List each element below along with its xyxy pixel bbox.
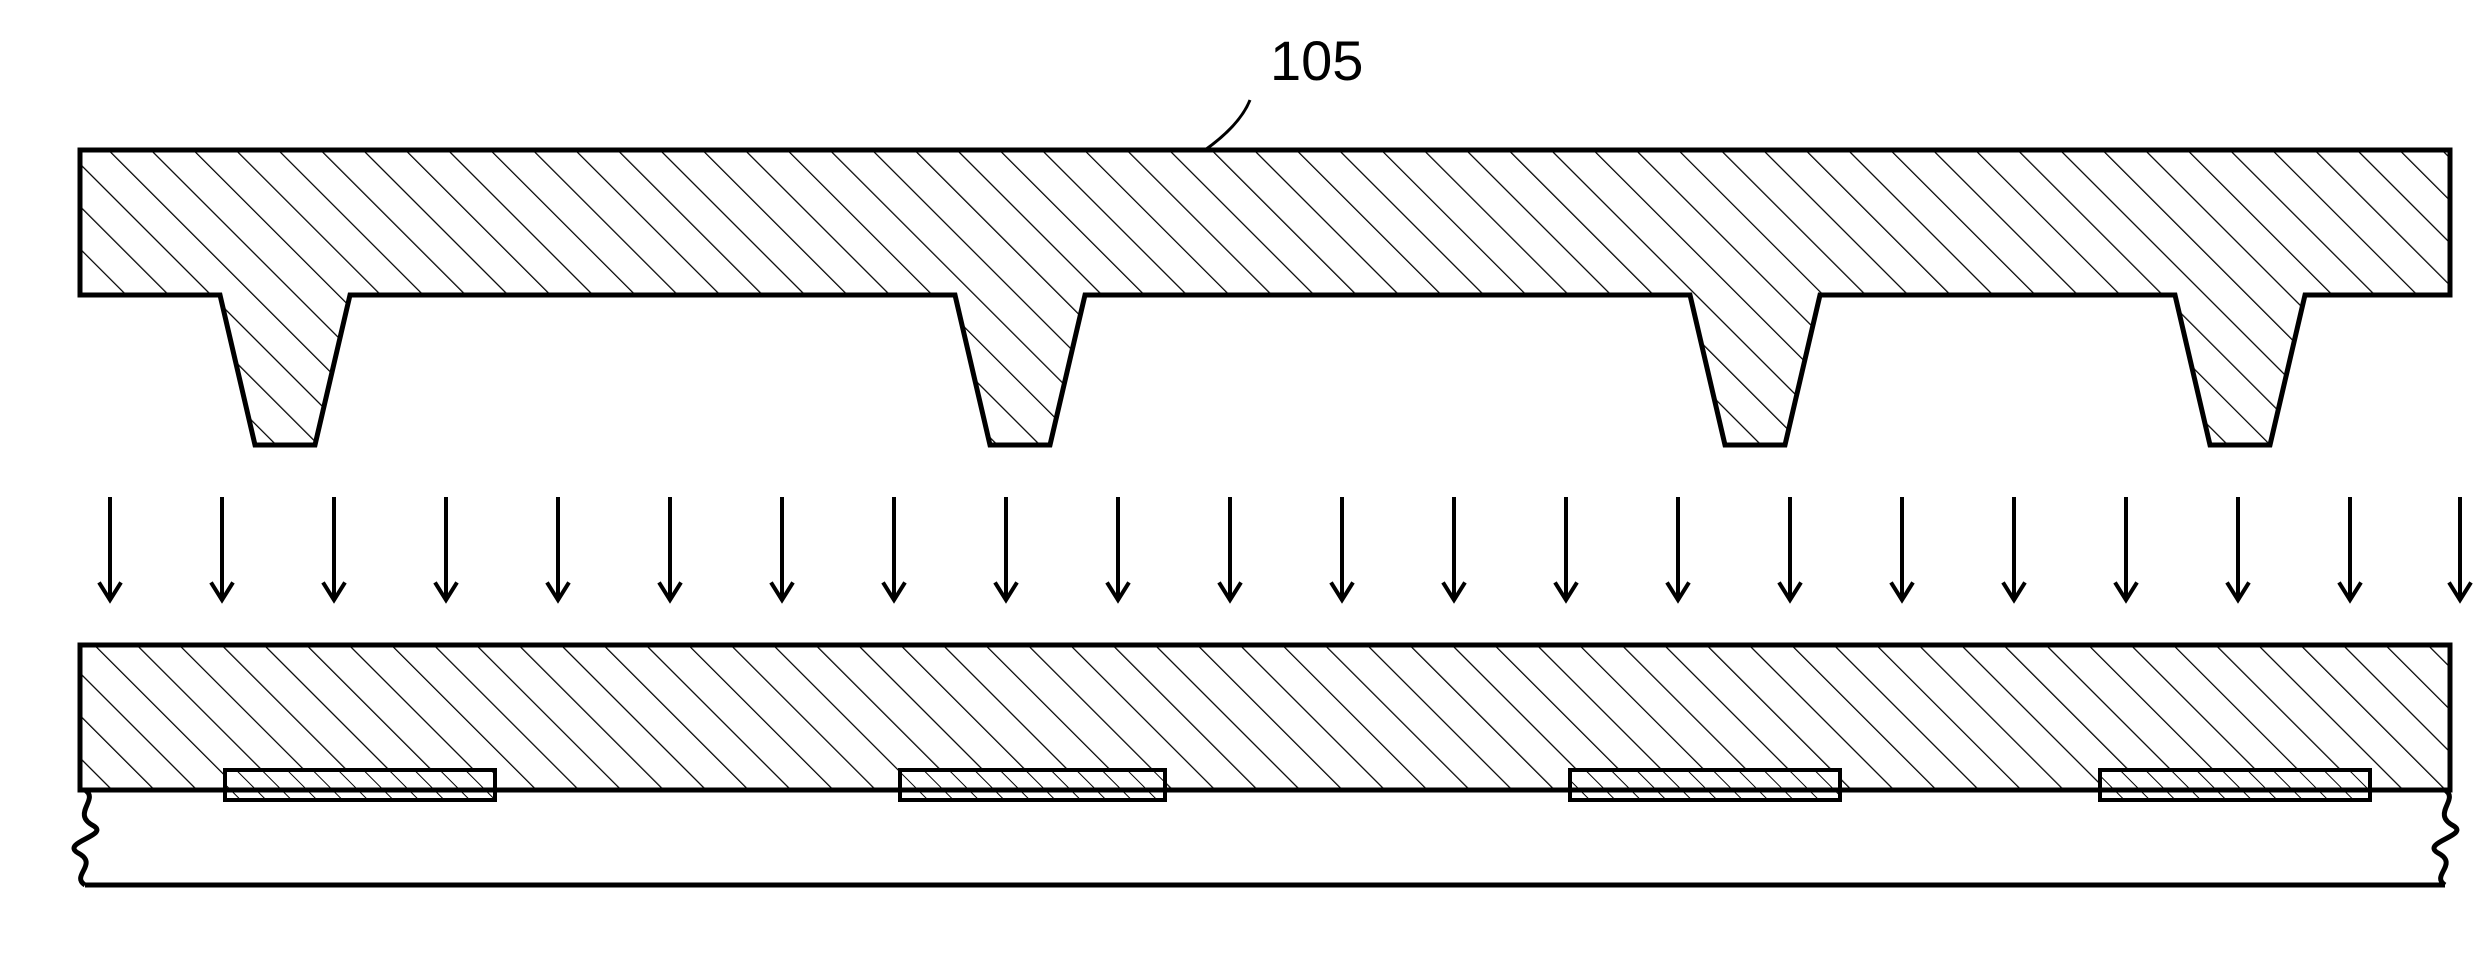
mold-shape [80, 150, 2450, 445]
diagram-svg: 105 [30, 30, 2475, 926]
patent-figure: 105 [30, 30, 2445, 926]
svg-text:105: 105 [1270, 30, 1363, 92]
